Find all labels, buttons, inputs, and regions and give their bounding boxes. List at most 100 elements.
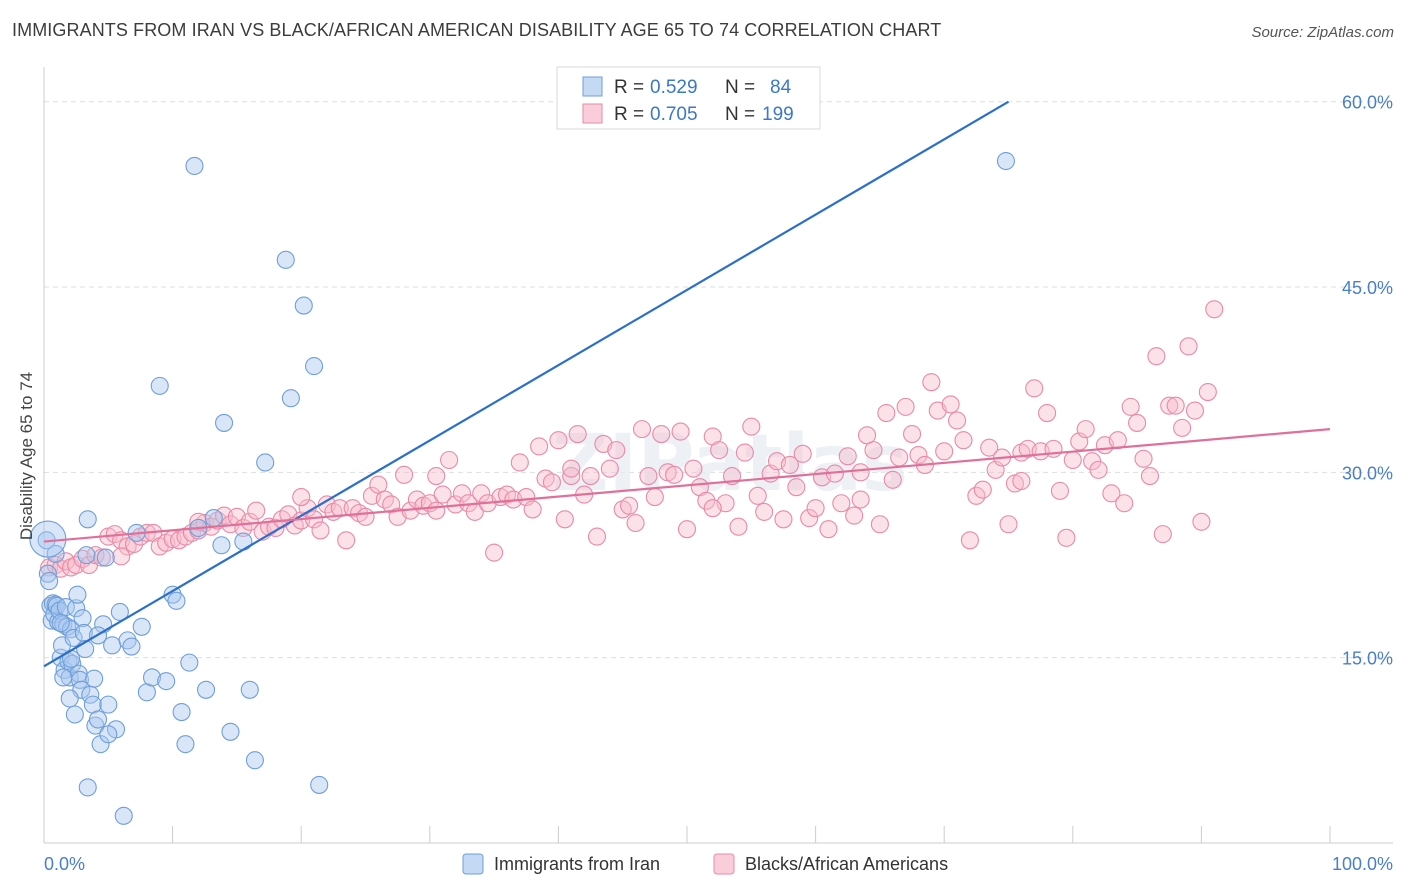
scatter-point-immigrants-from-iran [51, 614, 70, 633]
scatter-point-blacks-african-americans [568, 425, 587, 444]
stats-legend: R = 0.529 N = 84 R = 0.705 N = 199 [556, 66, 821, 130]
scatter-point-immigrants-from-iran [114, 806, 133, 825]
legend-r-value-pink: 0.705 [650, 104, 698, 125]
scatter-point-immigrants-from-iran [38, 564, 57, 583]
scatter-point-blacks-african-americans [1205, 300, 1224, 319]
scatter-point-blacks-african-americans [851, 490, 870, 509]
scatter-point-immigrants-from-iran [47, 596, 66, 615]
scatter-point-immigrants-from-iran [310, 775, 329, 794]
scatter-point-blacks-african-americans [639, 467, 658, 486]
scatter-point-blacks-african-americans [1147, 347, 1166, 366]
scatter-point-blacks-african-americans [742, 417, 761, 436]
scatter-point-blacks-african-americans [485, 543, 504, 562]
scatter-point-immigrants-from-iran [176, 735, 195, 754]
scatter-point-blacks-african-americans [1038, 404, 1057, 423]
scatter-point-immigrants-from-iran [142, 668, 162, 687]
scatter-point-blacks-african-americans [433, 485, 452, 504]
scatter-point-immigrants-from-iran [245, 751, 264, 770]
scatter-point-blacks-african-americans [806, 499, 825, 518]
scatter-point-blacks-african-americans [652, 425, 671, 444]
scatter-point-blacks-african-americans [671, 422, 690, 441]
scatter-point-blacks-african-americans [735, 443, 754, 462]
trend-line-blacks-african-americans [43, 428, 1331, 543]
trend-lines [43, 100, 1331, 668]
scatter-point-blacks-african-americans [800, 509, 819, 528]
legend-r-label-pink: R = [614, 104, 644, 125]
scatter-point-immigrants-from-iran [256, 453, 275, 472]
scatter-point-blacks-african-americans [864, 441, 883, 460]
scatter-point-blacks-african-americans [292, 488, 311, 507]
scatter-point-blacks-african-americans [549, 431, 568, 450]
scatter-point-blacks-african-americans [877, 404, 896, 423]
scatter-point-immigrants-from-iran [167, 591, 186, 610]
scatter-point-immigrants-from-iran [40, 572, 59, 591]
scatter-point-immigrants-from-iran [150, 376, 169, 395]
scatter-point-immigrants-from-iran [294, 296, 313, 315]
legend-n-label-blue: N = [725, 77, 755, 98]
scatter-point-immigrants-from-iran [212, 536, 231, 555]
scatter-point-blacks-african-americans [1185, 401, 1205, 420]
scatter-point-blacks-african-americans [1050, 481, 1069, 500]
scatter-point-blacks-african-americans [1198, 382, 1217, 402]
scatter-point-blacks-african-americans [710, 441, 729, 460]
watermark: ZIPatlas [552, 419, 908, 509]
scatter-point-blacks-african-americans [92, 548, 111, 567]
scatter-point-blacks-african-americans [960, 531, 979, 550]
scatter-point-immigrants-from-iran [96, 548, 115, 567]
series-legend-label-pink: Blacks/African Americans [745, 854, 948, 874]
scatter-point-blacks-african-americans [1179, 337, 1198, 356]
scatter-point-blacks-african-americans [1012, 471, 1031, 491]
scatter-point-blacks-african-americans [1115, 494, 1134, 513]
scatter-point-immigrants-from-iran [996, 151, 1015, 171]
scatter-point-blacks-african-americans [247, 501, 266, 520]
scatter-point-blacks-african-americans [665, 465, 684, 484]
legend-swatch-blue [582, 76, 603, 97]
scatter-point-immigrants-from-iran [99, 725, 118, 744]
scatter-point-blacks-african-americans [941, 395, 960, 414]
scatter-point-immigrants-from-iran [240, 680, 259, 699]
scatter-point-blacks-african-americans [870, 515, 889, 534]
scatter-point-blacks-african-americans [427, 501, 446, 520]
scatter-point-blacks-african-americans [973, 480, 992, 499]
scatter-point-blacks-african-americans [626, 513, 645, 533]
immigrants-from-iran-points [29, 151, 1015, 825]
scatter-point-blacks-african-americans [1134, 449, 1153, 468]
scatter-point-immigrants-from-iran [172, 702, 191, 722]
scatter-point-blacks-african-americans [902, 425, 922, 444]
scatter-point-blacks-african-americans [510, 453, 529, 472]
scatter-point-blacks-african-americans [774, 510, 793, 529]
scatter-point-blacks-african-americans [112, 547, 131, 566]
legend-n-value-pink: 199 [762, 104, 794, 125]
axes-layer [43, 67, 1393, 844]
scatter-point-blacks-african-americans [337, 531, 356, 550]
legend-r-label-blue: R = [614, 77, 644, 98]
scatter-point-immigrants-from-iran [73, 609, 92, 628]
scatter-point-blacks-african-americans [1192, 512, 1211, 531]
scatter-point-blacks-african-americans [1089, 460, 1108, 479]
scatter-point-blacks-african-americans [452, 484, 472, 503]
scatter-point-blacks-african-americans [948, 411, 967, 430]
scatter-point-immigrants-from-iran [67, 599, 86, 618]
scatter-point-blacks-african-americans [890, 448, 909, 467]
scatter-point-blacks-african-americans [780, 455, 799, 474]
scatter-point-blacks-african-americans [356, 507, 375, 526]
scatter-point-blacks-african-americans [311, 521, 330, 540]
scatter-point-blacks-african-americans [1140, 467, 1160, 486]
y-tick-label: 30.0% [1342, 463, 1393, 483]
scatter-point-blacks-african-americans [1025, 379, 1044, 398]
scatter-point-blacks-african-americans [793, 444, 812, 463]
scatter-point-immigrants-from-iran [204, 509, 223, 528]
scatter-point-immigrants-from-iran [196, 680, 216, 699]
y-tick-label: 60.0% [1342, 93, 1393, 113]
scatter-point-blacks-african-americans [787, 478, 806, 497]
scatter-point-blacks-african-americans [427, 467, 446, 486]
scatter-point-blacks-african-americans [838, 447, 857, 466]
scatter-point-blacks-african-americans [440, 450, 459, 470]
scatter-point-immigrants-from-iran [78, 778, 97, 797]
scatter-point-immigrants-from-iran [281, 389, 300, 408]
scatter-point-blacks-african-americans [562, 459, 581, 478]
scatter-point-immigrants-from-iran [110, 602, 129, 622]
scatter-point-immigrants-from-iran [276, 250, 295, 269]
scatter-point-blacks-african-americans [819, 520, 838, 539]
